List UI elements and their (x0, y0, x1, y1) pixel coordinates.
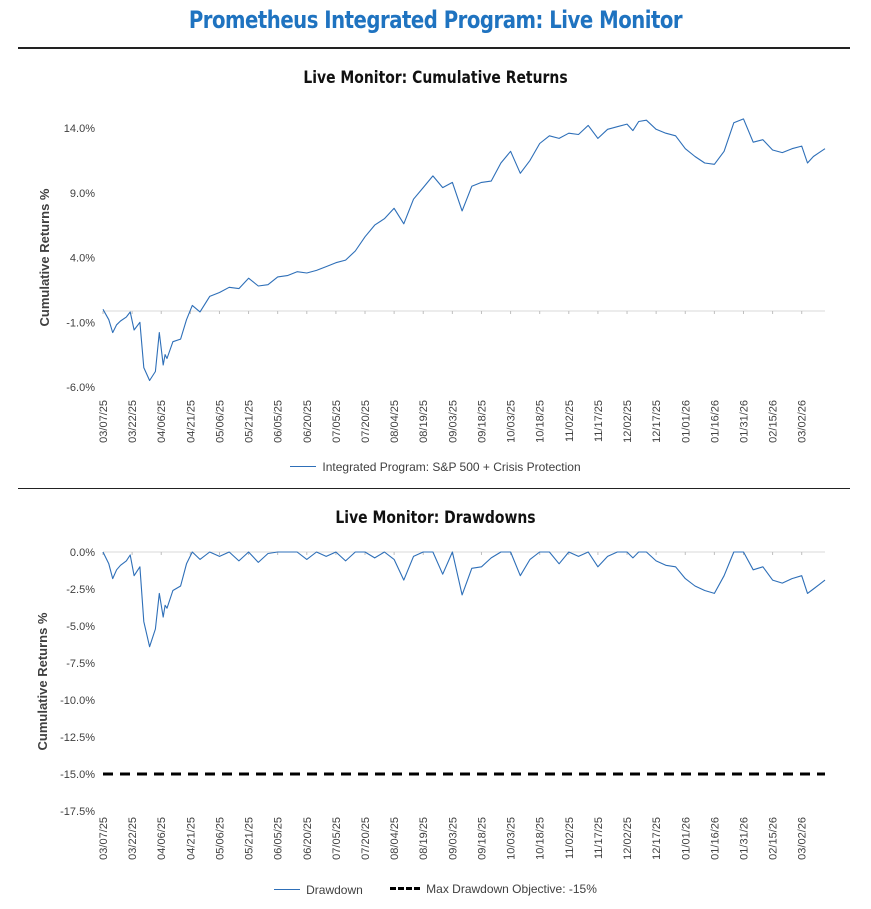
x-tick-label: 07/05/25 (331, 817, 343, 860)
x-tick-label: 11/17/25 (593, 817, 605, 859)
x-tick-label: 10/03/25 (506, 817, 518, 860)
x-tick-label: 10/18/25 (535, 400, 547, 443)
page-title: Prometheus Integrated Program: Live Moni… (188, 6, 683, 34)
x-tick-label: 08/19/25 (418, 817, 430, 860)
y-tick-label: 9.0% (70, 188, 95, 200)
x-tick-label: 08/19/25 (418, 400, 430, 443)
x-tick-label: 03/22/25 (127, 817, 139, 860)
y-tick-label: 14.0% (64, 123, 95, 135)
x-tick-label: 04/21/25 (185, 817, 197, 860)
x-tick-label: 01/31/26 (738, 400, 750, 443)
x-tick-label: 08/04/25 (389, 400, 401, 443)
y-tick-label: -15.0% (60, 769, 95, 781)
y-axis-label: Cumulative Returns % (37, 188, 52, 326)
x-tick-label: 09/18/25 (476, 817, 488, 860)
chart-title-drawdowns: Live Monitor: Drawdowns (335, 508, 536, 528)
legend-cumulative: Integrated Program: S&P 500 + Crisis Pro… (0, 456, 871, 474)
x-tick-label: 05/21/25 (244, 400, 256, 443)
legend-swatch-program (290, 466, 317, 467)
y-tick-label: -6.0% (66, 382, 95, 394)
x-tick-label: 04/06/25 (156, 817, 168, 860)
x-tick-label: 09/03/25 (447, 400, 459, 443)
x-tick-label: 06/20/25 (302, 400, 314, 443)
x-tick-label: 10/18/25 (535, 817, 547, 860)
x-tick-label: 07/20/25 (360, 400, 372, 443)
y-tick-label: -12.5% (60, 732, 95, 744)
legend-label-program: Integrated Program: S&P 500 + Crisis Pro… (322, 459, 581, 474)
x-tick-label: 05/06/25 (214, 817, 226, 860)
x-tick-label: 11/02/25 (564, 817, 576, 859)
x-tick-label: 01/01/26 (680, 400, 692, 443)
x-tick-label: 03/02/26 (797, 817, 809, 860)
legend-drawdowns: Drawdown Max Drawdown Objective: -15% (0, 879, 871, 897)
legend-swatch-objective (390, 887, 421, 890)
x-tick-label: 01/16/26 (709, 817, 721, 860)
x-tick-label: 12/17/25 (651, 817, 663, 860)
y-tick-label: -10.0% (60, 695, 95, 707)
y-tick-label: -5.0% (66, 621, 95, 633)
drawdowns-chart: 0.0% -2.5% -5.0% -7.5% -10.0% -12.5% -15.0% -17… (35, 547, 826, 860)
x-tick-label: 12/17/25 (651, 400, 663, 443)
x-tick-label: 04/21/25 (185, 400, 197, 443)
section-divider (18, 488, 850, 489)
x-tick-label: 02/15/26 (768, 400, 780, 443)
legend-label-objective: Max Drawdown Objective: -15% (426, 881, 597, 896)
y-axis-label: Cumulative Returns % (35, 612, 50, 750)
legend-item-drawdown: Drawdown (274, 883, 363, 897)
y-tick-label: -7.5% (66, 658, 95, 670)
x-tick-label: 09/18/25 (476, 400, 488, 443)
x-tick-label: 12/02/25 (622, 400, 634, 443)
x-tick-label: 11/02/25 (564, 400, 576, 442)
x-tick-label: 05/06/25 (214, 400, 226, 443)
x-tick-label: 09/03/25 (447, 817, 459, 860)
x-tick-label: 07/05/25 (331, 400, 343, 443)
x-tick-label: 12/02/25 (622, 817, 634, 860)
x-tick-label: 03/02/26 (797, 400, 809, 443)
cumulative-returns-line (102, 118, 826, 382)
legend-swatch-drawdown (274, 889, 301, 890)
title-divider (18, 47, 850, 49)
x-tick-label: 01/16/26 (709, 400, 721, 443)
x-tick-label: 01/31/26 (738, 817, 750, 860)
x-tick-label: 04/06/25 (156, 400, 168, 443)
x-tick-label: 11/17/25 (593, 400, 605, 442)
x-tick-label: 05/21/25 (244, 817, 256, 860)
x-tick-label: 03/07/25 (98, 400, 110, 443)
x-tick-label: 08/04/25 (389, 817, 401, 860)
y-tick-label: -2.5% (66, 584, 95, 596)
chart-title-cumulative: Live Monitor: Cumulative Returns (303, 68, 568, 88)
x-tick-label: 01/01/26 (680, 817, 692, 860)
drawdown-line (102, 551, 826, 648)
x-tick-label: 03/07/25 (98, 817, 110, 860)
x-tick-label: 06/05/25 (273, 817, 285, 860)
x-tick-label: 02/15/26 (768, 817, 780, 860)
y-tick-label: 4.0% (70, 253, 95, 265)
legend-label-drawdown: Drawdown (306, 882, 363, 897)
y-tick-label: -17.5% (60, 806, 95, 818)
y-tick-label: -1.0% (66, 317, 95, 329)
legend-item-objective: Max Drawdown Objective: -15% (390, 882, 597, 896)
x-tick-label: 06/05/25 (273, 400, 285, 443)
x-tick-label: 07/20/25 (360, 817, 372, 860)
cumulative-returns-chart: 14.0% 9.0% 4.0% -1.0% -6.0% Cumulative Return… (37, 118, 826, 443)
y-tick-label: 0.0% (70, 547, 95, 559)
x-tick-label: 06/20/25 (302, 817, 314, 860)
legend-item-program: Integrated Program: S&P 500 + Crisis Pro… (290, 459, 581, 474)
x-tick-label: 03/22/25 (127, 400, 139, 443)
x-tick-label: 10/03/25 (506, 400, 518, 443)
